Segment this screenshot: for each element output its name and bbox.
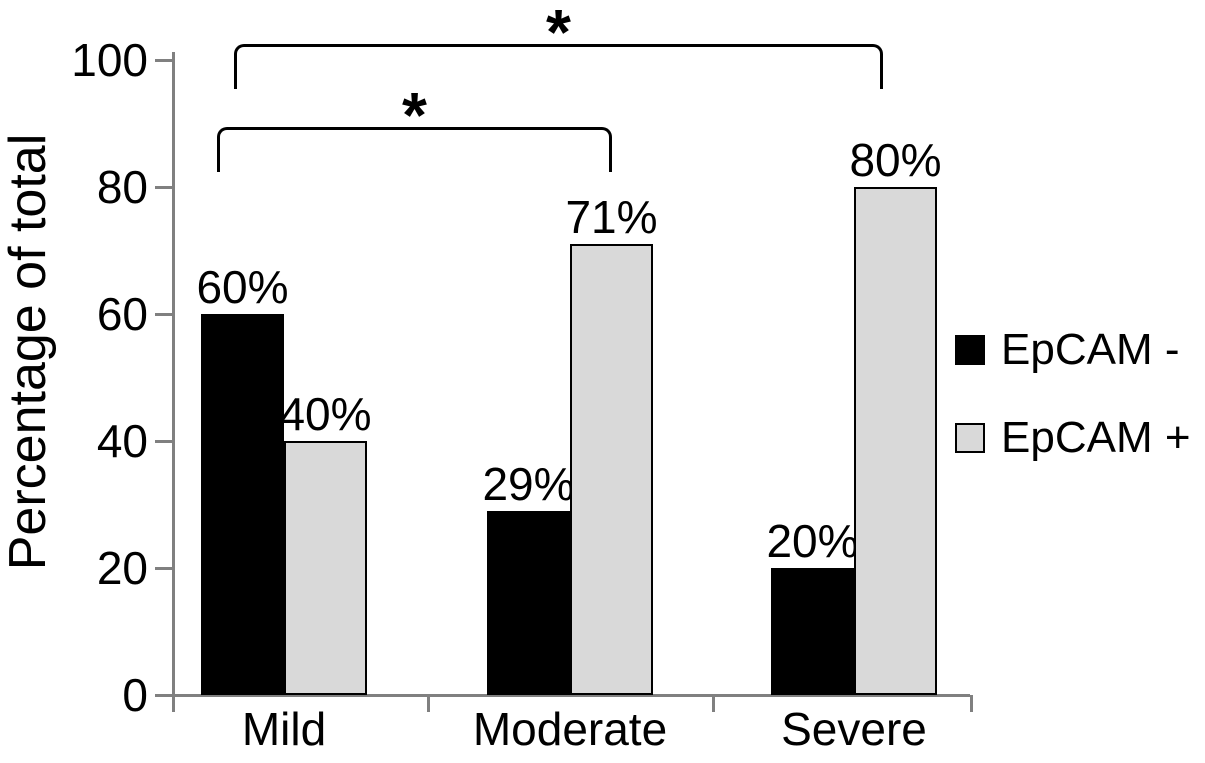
bar-value-label: 80% (849, 134, 942, 186)
bar-moderate-epcam-pos (570, 244, 653, 695)
bar-value-label: 60% (196, 261, 289, 313)
x-category-label-mild: Mild (241, 703, 327, 755)
legend-label: EpCAM - (1001, 325, 1180, 374)
x-tick (970, 695, 973, 712)
legend: EpCAM - EpCAM + (955, 0, 1205, 763)
y-tick (155, 186, 172, 189)
x-tick (427, 695, 430, 712)
y-axis-line (172, 52, 175, 712)
legend-label: EpCAM + (1001, 413, 1191, 462)
legend-item-epcam-neg: EpCAM - (955, 328, 1179, 372)
bar-value-label: 40% (279, 388, 372, 440)
bar-severe-epcam-neg (771, 568, 854, 695)
legend-item-epcam-pos: EpCAM + (955, 416, 1191, 460)
bar-mild-epcam-neg (201, 314, 284, 695)
y-tick-label: 20 (96, 542, 148, 594)
x-tick (712, 695, 715, 712)
legend-swatch-icon (955, 423, 985, 453)
bar-moderate-epcam-neg (487, 511, 570, 695)
bar-mild-epcam-pos (284, 441, 367, 695)
significance-asterisk: * (402, 79, 427, 151)
significance-asterisk: * (546, 0, 571, 68)
bar-value-label: 71% (565, 191, 658, 243)
y-tick (155, 567, 172, 570)
legend-swatch-icon (955, 335, 985, 365)
x-category-label-severe: Severe (781, 703, 927, 755)
bar-value-label: 29% (482, 458, 575, 510)
x-category-label-moderate: Moderate (472, 703, 668, 755)
y-tick (155, 694, 172, 697)
y-tick (155, 440, 172, 443)
y-tick (155, 59, 172, 62)
x-axis-line (160, 694, 970, 697)
significance-bracket-mild-severe (234, 44, 883, 89)
y-tick-label: 0 (122, 669, 148, 721)
bar-severe-epcam-pos (854, 187, 937, 695)
y-tick-label: 100 (71, 34, 148, 86)
y-tick (155, 313, 172, 316)
bar-value-label: 20% (766, 515, 859, 567)
y-tick-label: 80 (96, 161, 148, 213)
y-tick-label: 60 (96, 288, 148, 340)
y-tick-label: 40 (96, 415, 148, 467)
significance-bracket-mild-moderate (217, 127, 612, 172)
